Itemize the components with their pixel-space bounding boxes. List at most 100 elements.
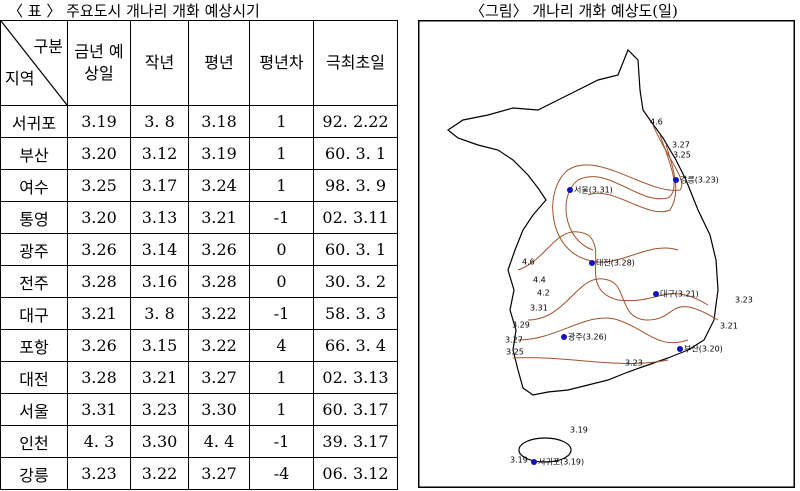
cell: 3. 8 [130, 105, 189, 138]
contour-label: 3.25 [673, 151, 691, 160]
city-dot [673, 177, 679, 183]
cell: 02. 3.13 [313, 361, 398, 394]
table-row: 통영 3.20 3.13 3.21 -1 02. 3.11 [0, 201, 398, 234]
cell: 3.27 [188, 361, 250, 394]
cell: 1 [249, 393, 314, 426]
cell: 3.13 [130, 201, 189, 234]
contour-label: 4.6 [522, 258, 535, 267]
contour-label: 3.23 [625, 359, 643, 368]
cell: -1 [249, 201, 314, 234]
cell: 3.15 [130, 329, 189, 362]
cell: 3.26 [67, 329, 131, 362]
contour-label: 4.4 [533, 276, 546, 285]
cell: 60. 3.17 [313, 393, 398, 426]
cell: 3. 8 [130, 297, 189, 330]
cell: 4. 3 [67, 425, 131, 458]
cell: 1 [249, 105, 314, 138]
contour-label: 3.25 [506, 348, 524, 357]
cell: 3.30 [188, 393, 250, 426]
cell: 3.20 [67, 137, 131, 170]
cell: 3.19 [67, 105, 131, 138]
corner-bottom: 지역 [5, 69, 35, 88]
cell: 39. 3.17 [313, 425, 398, 458]
cell: 3.12 [130, 137, 189, 170]
table-row: 강릉 3.23 3.22 3.27 -4 06. 3.12 [0, 457, 398, 490]
region-cell: 대구 [0, 297, 68, 330]
cell: 1 [249, 137, 314, 170]
city-dot [567, 187, 573, 193]
table-row: 전주 3.28 3.16 3.28 0 30. 3. 2 [0, 265, 398, 298]
corner-top: 구분 [33, 37, 63, 56]
table-row: 인천 4. 3 3.30 4. 4 -1 39. 3.17 [0, 425, 398, 458]
cell: 3.28 [67, 361, 131, 394]
cell: 3.21 [188, 201, 250, 234]
cell: 92. 2.22 [313, 105, 398, 138]
table-row: 서울 3.31 3.23 3.30 1 60. 3.17 [0, 393, 398, 426]
table: 구분 지역 금년 예상일 작년 평년 평년차 극최초일 서귀포 3.19 3. 8 3.18 1… [0, 20, 398, 490]
cell: 3.22 [130, 457, 189, 490]
map: 강릉(3.23) 서울(3.31) 대전(3.28) 대구(3.21) 광주(3.26)… [418, 20, 795, 488]
cell: -4 [249, 457, 314, 490]
contour-label: 3.27 [505, 336, 523, 345]
contour-label: 4.2 [537, 289, 550, 298]
region-cell: 서귀포 [0, 105, 68, 138]
region-cell: 포항 [0, 329, 68, 362]
contour-label: 4.6 [650, 118, 663, 127]
table-row: 여수 3.25 3.17 3.24 1 98. 3. 9 [0, 169, 398, 202]
city-label: 대전(3.28) [596, 258, 635, 268]
cell: 3.14 [130, 233, 189, 266]
cell: 3.23 [130, 393, 189, 426]
contour-label: 3.27 [672, 141, 690, 150]
city-label: 강릉(3.23) [680, 175, 719, 185]
cell: 06. 3.12 [313, 457, 398, 490]
cell: 3.23 [67, 457, 131, 490]
contour-label: 3.21 [720, 322, 738, 331]
corner-cell: 구분 지역 [0, 20, 68, 106]
contour-label: 3.31 [530, 304, 548, 313]
cell: 1 [249, 361, 314, 394]
cell: 3.24 [188, 169, 250, 202]
cell: -1 [249, 425, 314, 458]
cell: 98. 3. 9 [313, 169, 398, 202]
table-title: 〈 표 〉 주요도시 개나리 개화 예상시기 [8, 2, 260, 20]
diagonal [1, 21, 67, 105]
cell: 3.18 [188, 105, 250, 138]
table-row: 광주 3.26 3.14 3.26 0 60. 3. 1 [0, 233, 398, 266]
region-cell: 강릉 [0, 457, 68, 490]
region-cell: 서울 [0, 393, 68, 426]
contour-label: 3.29 [512, 321, 530, 330]
contour-label: 3.19 [570, 426, 588, 435]
region-cell: 통영 [0, 201, 68, 234]
city-dot [561, 334, 567, 340]
cell: 3.22 [188, 329, 250, 362]
cell: 3.31 [67, 393, 131, 426]
column-header: 평년 [188, 20, 250, 106]
table-row: 부산 3.20 3.12 3.19 1 60. 3. 1 [0, 137, 398, 170]
cell: 60. 3. 1 [313, 233, 398, 266]
cell: 3.26 [67, 233, 131, 266]
city-label: 부산(3.20) [684, 344, 723, 354]
table-row: 서귀포 3.19 3. 8 3.18 1 92. 2.22 [0, 105, 398, 138]
cell: 4. 4 [188, 425, 250, 458]
cell: 3.17 [130, 169, 189, 202]
map-title: 〈그림〉 개나리 개화 예상도(일) [470, 2, 678, 20]
city-dot [531, 459, 537, 465]
region-cell: 전주 [0, 265, 68, 298]
cell: 3.30 [130, 425, 189, 458]
cell: 3.16 [130, 265, 189, 298]
cell: 66. 3. 4 [313, 329, 398, 362]
contour-label: 3.23 [735, 296, 753, 305]
cell: 30. 3. 2 [313, 265, 398, 298]
cell: 3.27 [188, 457, 250, 490]
city-label: 대구(3.21) [660, 290, 699, 299]
cell: 58. 3. 3 [313, 297, 398, 330]
table-row: 대전 3.28 3.21 3.27 1 02. 3.13 [0, 361, 398, 394]
city-dot [653, 291, 659, 297]
cell: 3.25 [67, 169, 131, 202]
region-cell: 부산 [0, 137, 68, 170]
cell: 3.20 [67, 201, 131, 234]
cell: 3.19 [188, 137, 250, 170]
cell: 3.22 [188, 297, 250, 330]
cell: 02. 3.11 [313, 201, 398, 234]
